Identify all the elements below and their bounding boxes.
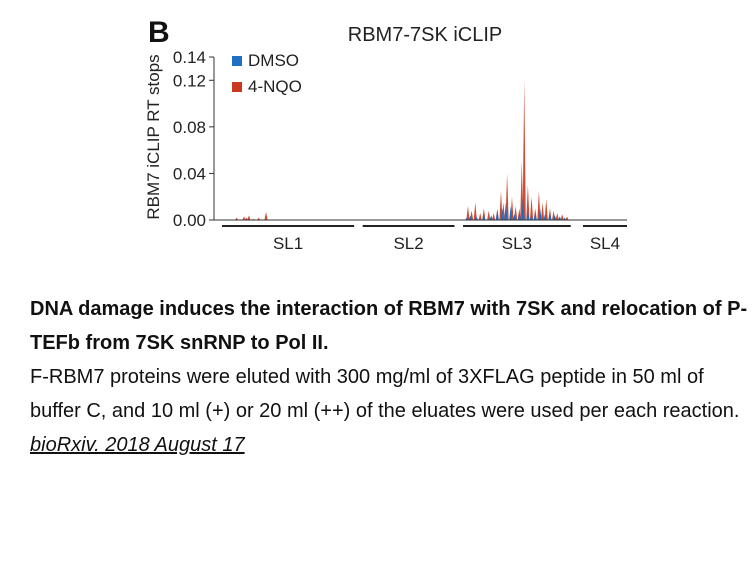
iclip-figure: B RBM7-7SK iCLIP RBM7 iCLIP RT stops 0.0…: [144, 16, 627, 253]
dmso-peak-15: [538, 208, 542, 220]
dmso-peak-7: [504, 202, 508, 220]
dmso-peak-10: [517, 213, 521, 220]
nqo-peak-2: [244, 217, 249, 220]
stem-loop-regions: SL1 SL2 SL3 SL4: [222, 225, 627, 253]
caption-body-block: F-RBM7 proteins were eluted with 300 mg/…: [30, 360, 752, 462]
dmso-peak-3: [482, 214, 486, 220]
dmso-peak-4: [489, 215, 493, 220]
dmso-peak-2: [474, 216, 479, 220]
nqo-peak-1: [242, 216, 246, 220]
dmso-peak-11: [521, 196, 525, 220]
caption-body: F-RBM7 proteins were eluted with 300 mg/…: [30, 366, 740, 422]
dmso-peak-9: [512, 214, 517, 220]
chart-title: RBM7-7SK iCLIP: [348, 24, 503, 46]
legend-label-nqo: 4-NQO: [248, 77, 302, 96]
dmso-peak-19: [558, 216, 562, 220]
nqo-peak-22: [522, 80, 526, 221]
region-label-sl2: SL2: [393, 234, 423, 253]
nqo-peak-13: [492, 213, 496, 220]
dmso-peak-16: [543, 214, 547, 220]
figure-caption: DNA damage induces the interaction of RB…: [30, 292, 752, 462]
y-axis-label: RBM7 iCLIP RT stops: [144, 54, 163, 219]
legend-swatch-dmso: [232, 56, 242, 66]
dmso-peak-13: [529, 215, 534, 220]
panel-label: B: [148, 16, 170, 49]
dmso-peak-1: [468, 215, 472, 220]
y-tick-label-3: 0.12: [173, 71, 206, 90]
dmso-peak-18: [553, 215, 557, 220]
dmso-peak-6: [500, 208, 504, 220]
nqo-peak-32: [560, 214, 564, 220]
legend: DMSO 4-NQO: [232, 51, 302, 96]
nqo-peak-12: [487, 210, 491, 220]
nqo-peak-23: [526, 185, 530, 220]
y-tick-label-1: 0.04: [173, 164, 206, 183]
y-tick-label-0: 0.00: [173, 211, 206, 230]
dmso-peak-17: [548, 213, 552, 220]
nqo-peak-10: [478, 213, 482, 220]
y-axis: 0.00 0.04 0.08 0.12 0.14: [173, 48, 215, 230]
region-label-sl3: SL3: [502, 234, 532, 253]
dmso-peak-8: [509, 206, 513, 220]
nqo-peak-0: [235, 217, 239, 220]
nqo-peak-5: [257, 217, 261, 220]
nqo-peak-9: [473, 202, 477, 220]
legend-swatch-nqo: [232, 82, 242, 92]
dmso-peak-14: [533, 213, 537, 220]
y-tick-label-2: 0.08: [173, 118, 206, 137]
nqo-peak-27: [540, 202, 545, 220]
dmso-peak-5: [495, 210, 499, 220]
y-tick-label-4: 0.14: [173, 48, 206, 67]
nqo-peak-33: [565, 216, 569, 220]
region-label-sl1: SL1: [273, 234, 303, 253]
region-label-sl4: SL4: [590, 234, 620, 253]
legend-label-dmso: DMSO: [248, 51, 299, 70]
dmso-peak-12: [526, 210, 530, 220]
plot-area: [235, 80, 569, 221]
caption-title: DNA damage induces the interaction of RB…: [30, 298, 748, 354]
citation-link[interactable]: bioRxiv. 2018 August 17: [30, 434, 245, 456]
nqo-peak-31: [555, 213, 559, 220]
dmso-peak-20: [563, 217, 567, 220]
dmso-peak-0: [465, 217, 469, 220]
nqo-peak-28: [544, 199, 548, 220]
nqo-peak-7: [466, 206, 470, 220]
nqo-peak-3: [247, 215, 251, 220]
nqo-peak-24: [529, 196, 534, 220]
nqo-peak-6: [264, 211, 268, 220]
